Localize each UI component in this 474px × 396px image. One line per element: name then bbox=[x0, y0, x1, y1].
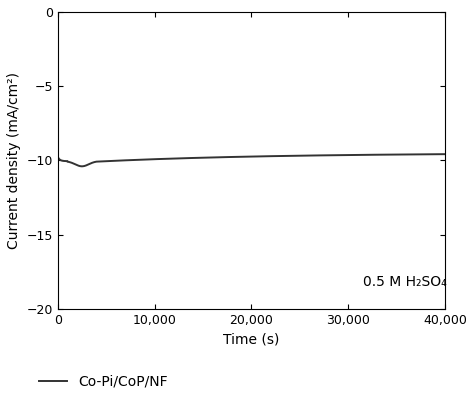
Legend: Co-Pi/CoP/NF: Co-Pi/CoP/NF bbox=[34, 369, 173, 394]
Y-axis label: Current density (mA/cm²): Current density (mA/cm²) bbox=[7, 72, 21, 249]
X-axis label: Time (s): Time (s) bbox=[223, 332, 280, 346]
Text: 0.5 M H₂SO₄: 0.5 M H₂SO₄ bbox=[363, 275, 447, 289]
